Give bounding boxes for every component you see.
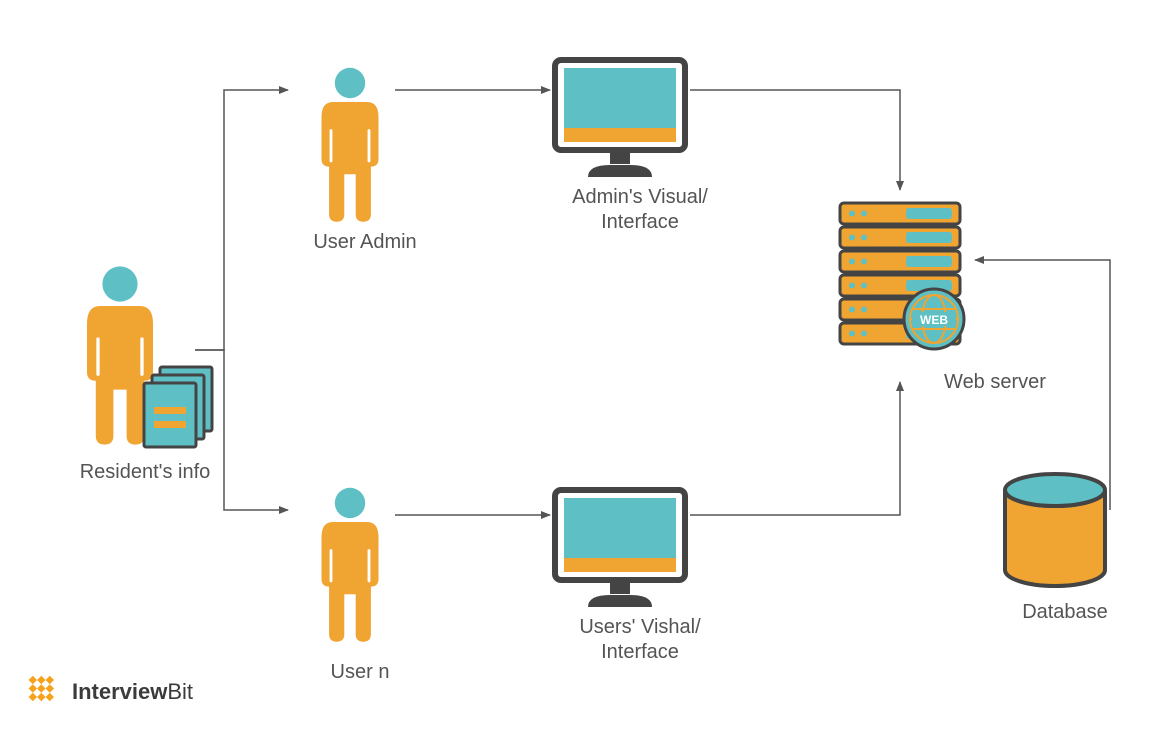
label-user-admin: User Admin [295, 230, 435, 255]
admin-interface-monitor-icon [555, 60, 685, 177]
label-user-interface: Users' Vishal/ Interface [540, 615, 740, 665]
label-resident: Resident's info [55, 460, 235, 485]
brand-logo: InterviewBit [20, 673, 193, 711]
edge-user_if-webserver [690, 382, 900, 515]
nodes-layer: WEB [87, 60, 1105, 642]
brand-mark-icon [20, 673, 64, 711]
brand-text: InterviewBit [72, 679, 193, 705]
label-webserver: Web server [925, 370, 1065, 395]
documents-icon [144, 367, 212, 447]
edge-admin_if-webserver [690, 90, 900, 190]
label-database: Database [1005, 600, 1125, 625]
brand-text-light: Bit [167, 679, 193, 704]
brand-text-bold: Interview [72, 679, 167, 704]
edge-resident-user_admin [195, 90, 288, 350]
label-admin-interface: Admin's Visual/ Interface [540, 185, 740, 235]
diagram-canvas: WEB Resident's info User Admin User n Ad… [0, 0, 1160, 731]
user-interface-monitor-icon [555, 490, 685, 607]
database-icon [1005, 474, 1105, 586]
svg-text:WEB: WEB [920, 313, 948, 327]
web-server-icon: WEB [840, 203, 964, 349]
user-admin-person-icon [322, 68, 379, 222]
label-user-n: User n [310, 660, 410, 685]
user-n-person-icon [322, 488, 379, 642]
